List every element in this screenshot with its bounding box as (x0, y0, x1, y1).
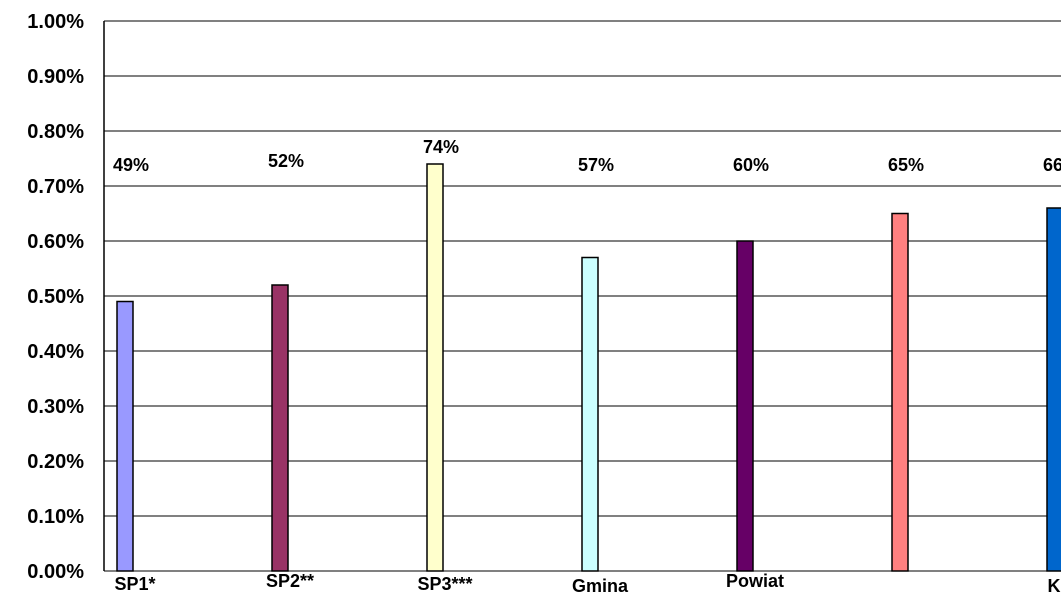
y-tick-label: 0.70% (27, 176, 84, 198)
data-label: 74% (423, 137, 459, 157)
y-tick-label: 1.00% (27, 11, 84, 33)
category-label: SP3*** (417, 574, 472, 594)
category-label: Powiat (726, 571, 784, 591)
bar (116, 300, 134, 572)
y-tick-label: 0.10% (27, 506, 84, 528)
bar (891, 212, 909, 572)
bar (426, 163, 444, 572)
data-label: 66% (1043, 155, 1061, 175)
y-axis-ticks: 0.00% 0.10% 0.20% 0.30% 0.40% 0.50% 0.60% 0.70%… (27, 11, 84, 583)
category-label: Kraj (1047, 576, 1061, 596)
category-labels: SP1* SP2** SP3*** Gmina Powiat Kraj (114, 571, 1061, 596)
category-label: SP2** (266, 571, 314, 591)
data-label: 49% (113, 155, 149, 175)
y-tick-label: 0.80% (27, 121, 84, 143)
bar (736, 240, 754, 572)
y-tick-label: 0.40% (27, 341, 84, 363)
y-tick-label: 0.30% (27, 396, 84, 418)
bar (581, 256, 599, 572)
y-tick-label: 0.00% (27, 561, 84, 583)
data-label: 60% (733, 155, 769, 175)
data-label: 57% (578, 155, 614, 175)
category-label: Gmina (572, 576, 629, 596)
y-tick-label: 0.60% (27, 231, 84, 253)
y-tick-label: 0.90% (27, 66, 84, 88)
data-label: 52% (268, 151, 304, 171)
category-label: SP1* (114, 574, 155, 594)
bar (1046, 207, 1061, 572)
data-labels: 49% 52% 74% 57% 60% 65% 66% (113, 137, 1061, 175)
y-tick-label: 0.50% (27, 286, 84, 308)
y-tick-label: 0.20% (27, 451, 84, 473)
bar (271, 284, 289, 572)
bars (116, 163, 1061, 572)
data-label: 65% (888, 155, 924, 175)
